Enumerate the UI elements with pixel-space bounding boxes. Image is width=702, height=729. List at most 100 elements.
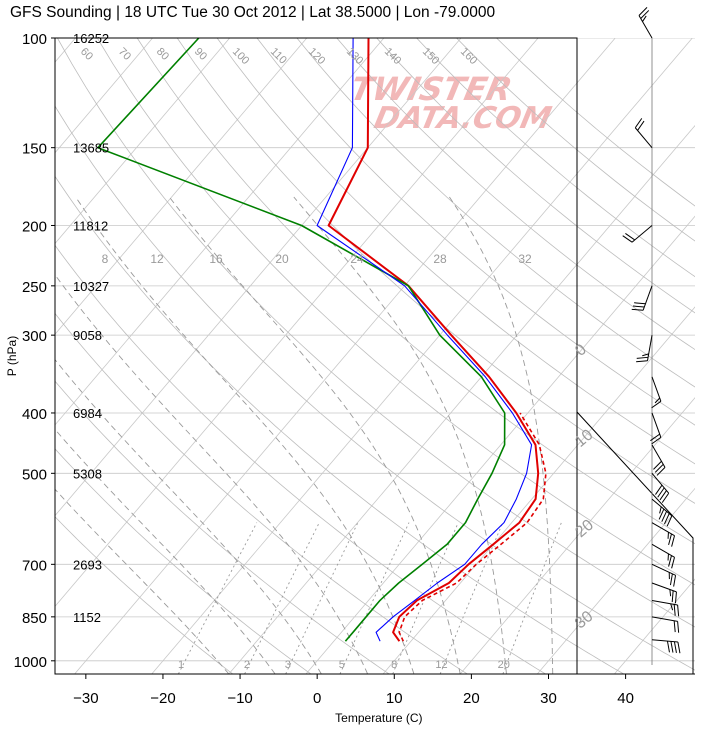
y-tick-label: 400 (22, 406, 47, 423)
dry-adiabat-390 (296, 38, 695, 388)
x-tick-label: −30 (73, 690, 98, 707)
wind-barb-staff (651, 543, 675, 558)
isotherm--30 (74, 38, 616, 674)
wind-barb-flag (673, 620, 676, 633)
thetae-label: 20 (275, 252, 289, 266)
wind-barb-staff (651, 639, 678, 643)
y-tick-label: 500 (22, 466, 47, 483)
wind-barb-flag (677, 604, 680, 617)
wind-barbs (622, 7, 681, 654)
isotherm--70 (55, 38, 308, 335)
height-label: 2693 (73, 557, 102, 572)
dry-adiabat-280 (55, 380, 390, 674)
dry-adiabat-label: 90 (192, 46, 209, 63)
watermark-line-1: TWISTER (347, 70, 515, 108)
wind-barb-flag (668, 555, 672, 567)
y-tick-label: 700 (22, 557, 47, 574)
dry-adiabat-400 (336, 38, 695, 351)
thermo-grid (55, 38, 695, 674)
wind-barb-staff (651, 498, 673, 517)
wind-barb-flag (634, 302, 646, 305)
wind-barb-flag (673, 641, 677, 653)
dry-adiabat-360 (176, 38, 695, 504)
wind-barb-staff (651, 616, 678, 622)
mixing-ratio-label: 8 (391, 659, 397, 671)
moist-adiabat-2 (55, 358, 322, 674)
height-label: 6984 (73, 406, 102, 421)
dry-adiabat-310 (55, 175, 624, 674)
x-tick-label: 40 (617, 690, 634, 707)
wind-barb-500 (651, 472, 670, 503)
moist-adiabat-8 (55, 274, 369, 674)
dry-adiabat-270 (55, 448, 312, 674)
wind-barb-150 (634, 118, 653, 148)
y-tick-label: 100 (22, 31, 47, 48)
mixing-ratio-2 (244, 522, 320, 674)
wind-barb-flag (636, 360, 648, 363)
wind-barb-flag (668, 533, 672, 546)
dry-adiabat-350 (136, 38, 695, 545)
wind-barb-staff (638, 15, 653, 39)
wind-barb-flag (674, 591, 677, 604)
mixing-ratio-3 (285, 522, 359, 674)
wind-barb-flag (632, 305, 645, 308)
wind-barb-staff (642, 285, 653, 311)
isotherm-30 (536, 487, 695, 674)
wind-barb-flag (658, 508, 665, 520)
dry-adiabat-290 (55, 312, 468, 674)
height-label: 16252 (73, 31, 109, 46)
thetae-label: 32 (518, 252, 532, 266)
thetae-label: 8 (102, 252, 109, 266)
dry-adiabat-label: 100 (230, 46, 251, 67)
y-tick-label: 1000 (14, 654, 47, 671)
mixing-ratio-label: 3 (285, 659, 291, 671)
wind-barb-700 (651, 563, 677, 587)
dry-adiabat-380 (256, 38, 695, 426)
mixing-ratio-20 (502, 522, 562, 674)
wind-barb-flag (671, 590, 674, 603)
wind-barb-flag (650, 433, 660, 442)
wind-barb-staff (646, 335, 653, 361)
x-tick-label: 20 (463, 690, 480, 707)
dry-adiabat-410 (376, 38, 695, 314)
wind-barb-flag (670, 641, 674, 653)
wind-barb-flag (673, 604, 676, 616)
dry-adiabat-label: 120 (306, 46, 327, 67)
dry-adiabat-320 (55, 105, 695, 671)
wind-barb-250 (631, 285, 653, 311)
wind-barb-flag (677, 641, 681, 654)
dry-adiabat-label: 160 (458, 46, 479, 67)
wind-barb-200 (622, 225, 653, 243)
wind-barb-flag (637, 120, 645, 131)
mixing-ratio-label: 12 (435, 659, 447, 671)
isotherm-20 (459, 397, 695, 674)
chart-title: GFS Sounding | 18 UTC Tue 30 Oct 2012 | … (10, 4, 496, 21)
mixing-ratio-12 (439, 522, 504, 674)
height-label: 5308 (73, 466, 102, 481)
wind-barb-flag (642, 353, 649, 357)
wind-barb-flag (664, 513, 670, 525)
isotherm--40 (55, 38, 539, 607)
wind-barb-staff (651, 563, 676, 576)
isotherm-10 (382, 306, 695, 674)
x-tick-label: 10 (386, 690, 403, 707)
wind-barb-850 (651, 616, 680, 633)
wind-barb-staff (651, 472, 670, 494)
thetae-label: 24 (350, 252, 364, 266)
dry-adiabat-370 (216, 38, 695, 465)
wind-barb-flag (666, 515, 673, 527)
wind-barb-flag (669, 573, 673, 586)
wind-barb-300 (636, 335, 653, 363)
wind-barb-staff (634, 127, 653, 148)
wind-barb-400 (650, 412, 662, 445)
moist-adiabat--4 (55, 428, 276, 674)
height-label: 11812 (73, 218, 108, 233)
wind-barb-staff (651, 522, 675, 537)
wind-barb-flag (666, 640, 670, 653)
moist-adiabat--10 (55, 488, 230, 674)
height-label: 10327 (73, 279, 109, 294)
y-tick-label: 300 (22, 328, 47, 345)
watermark-line-2: DATA.COM (371, 101, 554, 136)
